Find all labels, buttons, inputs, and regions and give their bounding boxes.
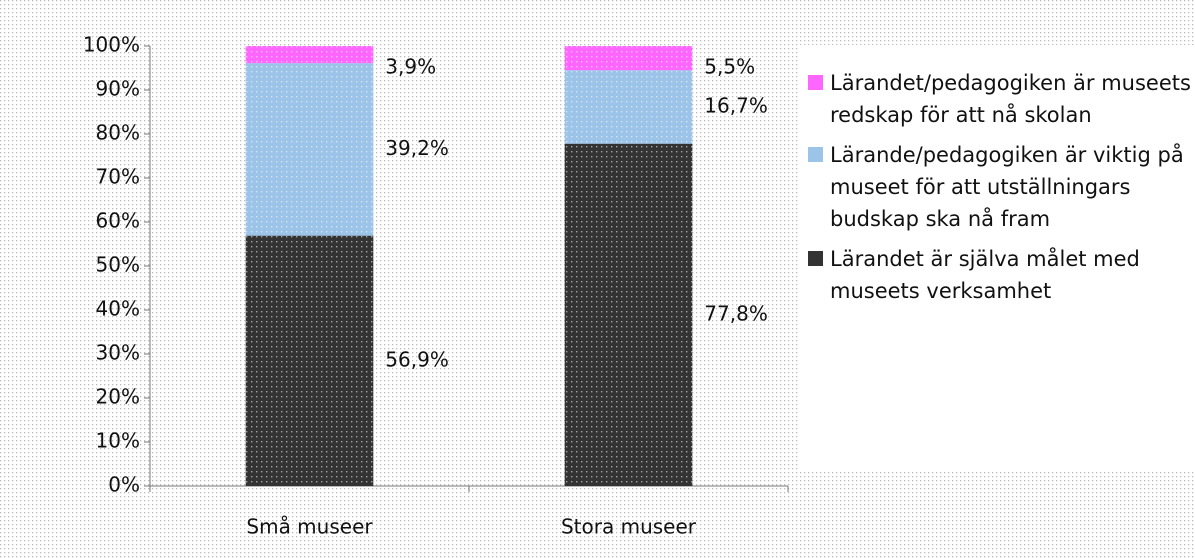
- bar-texture: [564, 143, 693, 486]
- bar-texture: [564, 70, 693, 144]
- legend-label: Lärandet är själva målet med museets ver…: [830, 247, 1140, 303]
- bar-texture: [245, 63, 374, 236]
- value-label: 3,9%: [385, 55, 436, 79]
- legend-label: Lärande/pedagogiken är viktig på museet …: [830, 143, 1184, 231]
- legend-swatch: [808, 147, 823, 162]
- legend-item: Lärandet är själva målet med museets ver…: [808, 243, 1191, 307]
- x-tick-label: Stora museer: [561, 515, 697, 539]
- legend-item: Lärandet/pedagogiken är museets redskap …: [808, 67, 1191, 131]
- y-tick-label: 0%: [108, 473, 140, 497]
- y-tick-label: 60%: [96, 209, 140, 233]
- y-tick-label: 40%: [96, 297, 140, 321]
- y-tick-label: 20%: [96, 385, 140, 409]
- x-tick-label: Små museer: [246, 515, 373, 539]
- value-label: 56,9%: [385, 347, 449, 371]
- y-tick-label: 80%: [96, 121, 140, 145]
- legend-swatch: [808, 251, 823, 266]
- legend: Lärandet/pedagogiken är museets redskap …: [800, 45, 1195, 470]
- legend-label: Lärandet/pedagogiken är museets redskap …: [830, 71, 1191, 127]
- bar-texture: [564, 46, 693, 71]
- legend-item: Lärande/pedagogiken är viktig på museet …: [808, 139, 1191, 235]
- legend-swatch: [808, 75, 823, 90]
- bar-texture: [245, 235, 374, 486]
- value-label: 5,5%: [704, 55, 755, 79]
- y-tick-label: 10%: [96, 429, 140, 453]
- y-tick-label: 100%: [83, 33, 140, 57]
- y-tick-label: 50%: [96, 253, 140, 277]
- value-label: 16,7%: [704, 93, 768, 117]
- value-label: 39,2%: [385, 136, 449, 160]
- y-tick-label: 30%: [96, 341, 140, 365]
- y-tick-label: 90%: [96, 77, 140, 101]
- y-tick-label: 70%: [96, 165, 140, 189]
- bar-texture: [245, 46, 374, 64]
- value-label: 77,8%: [704, 301, 768, 325]
